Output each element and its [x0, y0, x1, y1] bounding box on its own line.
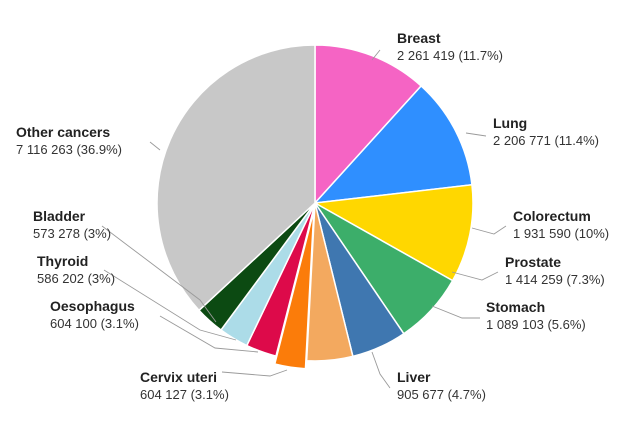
label-name-prostate: Prostate: [505, 254, 561, 270]
pie-slices: [156, 44, 474, 370]
leader-line-oesophagus: [159, 315, 259, 353]
label-value-colorectum: 1 931 590 (10%): [513, 226, 609, 241]
label-value-bladder: 573 278 (3%): [33, 226, 111, 241]
leader-line-liver: [371, 351, 391, 389]
label-name-stomach: Stomach: [486, 299, 545, 315]
leader-line-breast: [371, 49, 381, 61]
label-value-cervix-uteri: 604 127 (3.1%): [140, 387, 229, 402]
slice-cervix-uteri: [273, 210, 315, 370]
label-name-colorectum: Colorectum: [513, 208, 591, 224]
label-name-cervix-uteri: Cervix uteri: [140, 369, 217, 385]
label-name-lung: Lung: [493, 115, 527, 131]
label-value-stomach: 1 089 103 (5.6%): [486, 317, 586, 332]
label-value-thyroid: 586 202 (3%): [37, 271, 115, 286]
label-name-bladder: Bladder: [33, 208, 86, 224]
slice-breast: [314, 44, 423, 205]
leader-line-colorectum: [471, 225, 507, 235]
slice-colorectum: [312, 183, 474, 282]
leader-line-thyroid: [103, 269, 237, 341]
leader-line-prostate: [451, 271, 499, 281]
leader-line-lung: [465, 132, 487, 137]
label-name-oesophagus: Oesophagus: [50, 298, 135, 314]
label-name-other-cancers: Other cancers: [16, 124, 110, 140]
leader-line-bladder: [101, 225, 217, 323]
leader-lines: [101, 49, 507, 389]
slice-liver: [305, 202, 354, 362]
slice-labels: Breast 2 261 419 (11.7%) Lung 2 206 771 (11…: [16, 30, 609, 402]
label-name-breast: Breast: [397, 30, 441, 46]
leader-line-other-cancers: [149, 141, 161, 151]
label-value-oesophagus: 604 100 (3.1%): [50, 316, 139, 331]
label-name-liver: Liver: [397, 369, 431, 385]
label-name-thyroid: Thyroid: [37, 253, 88, 269]
leader-line-cervix-uteri: [221, 369, 288, 377]
slice-other-cancers: [156, 44, 316, 312]
label-value-liver: 905 677 (4.7%): [397, 387, 486, 402]
label-value-breast: 2 261 419 (11.7%): [397, 48, 503, 63]
slice-lung: [313, 84, 473, 204]
label-value-prostate: 1 414 259 (7.3%): [505, 272, 605, 287]
label-value-lung: 2 206 771 (11.4%): [493, 133, 599, 148]
label-value-other-cancers: 7 116 263 (36.9%): [16, 142, 122, 157]
leader-line-stomach: [431, 305, 480, 319]
